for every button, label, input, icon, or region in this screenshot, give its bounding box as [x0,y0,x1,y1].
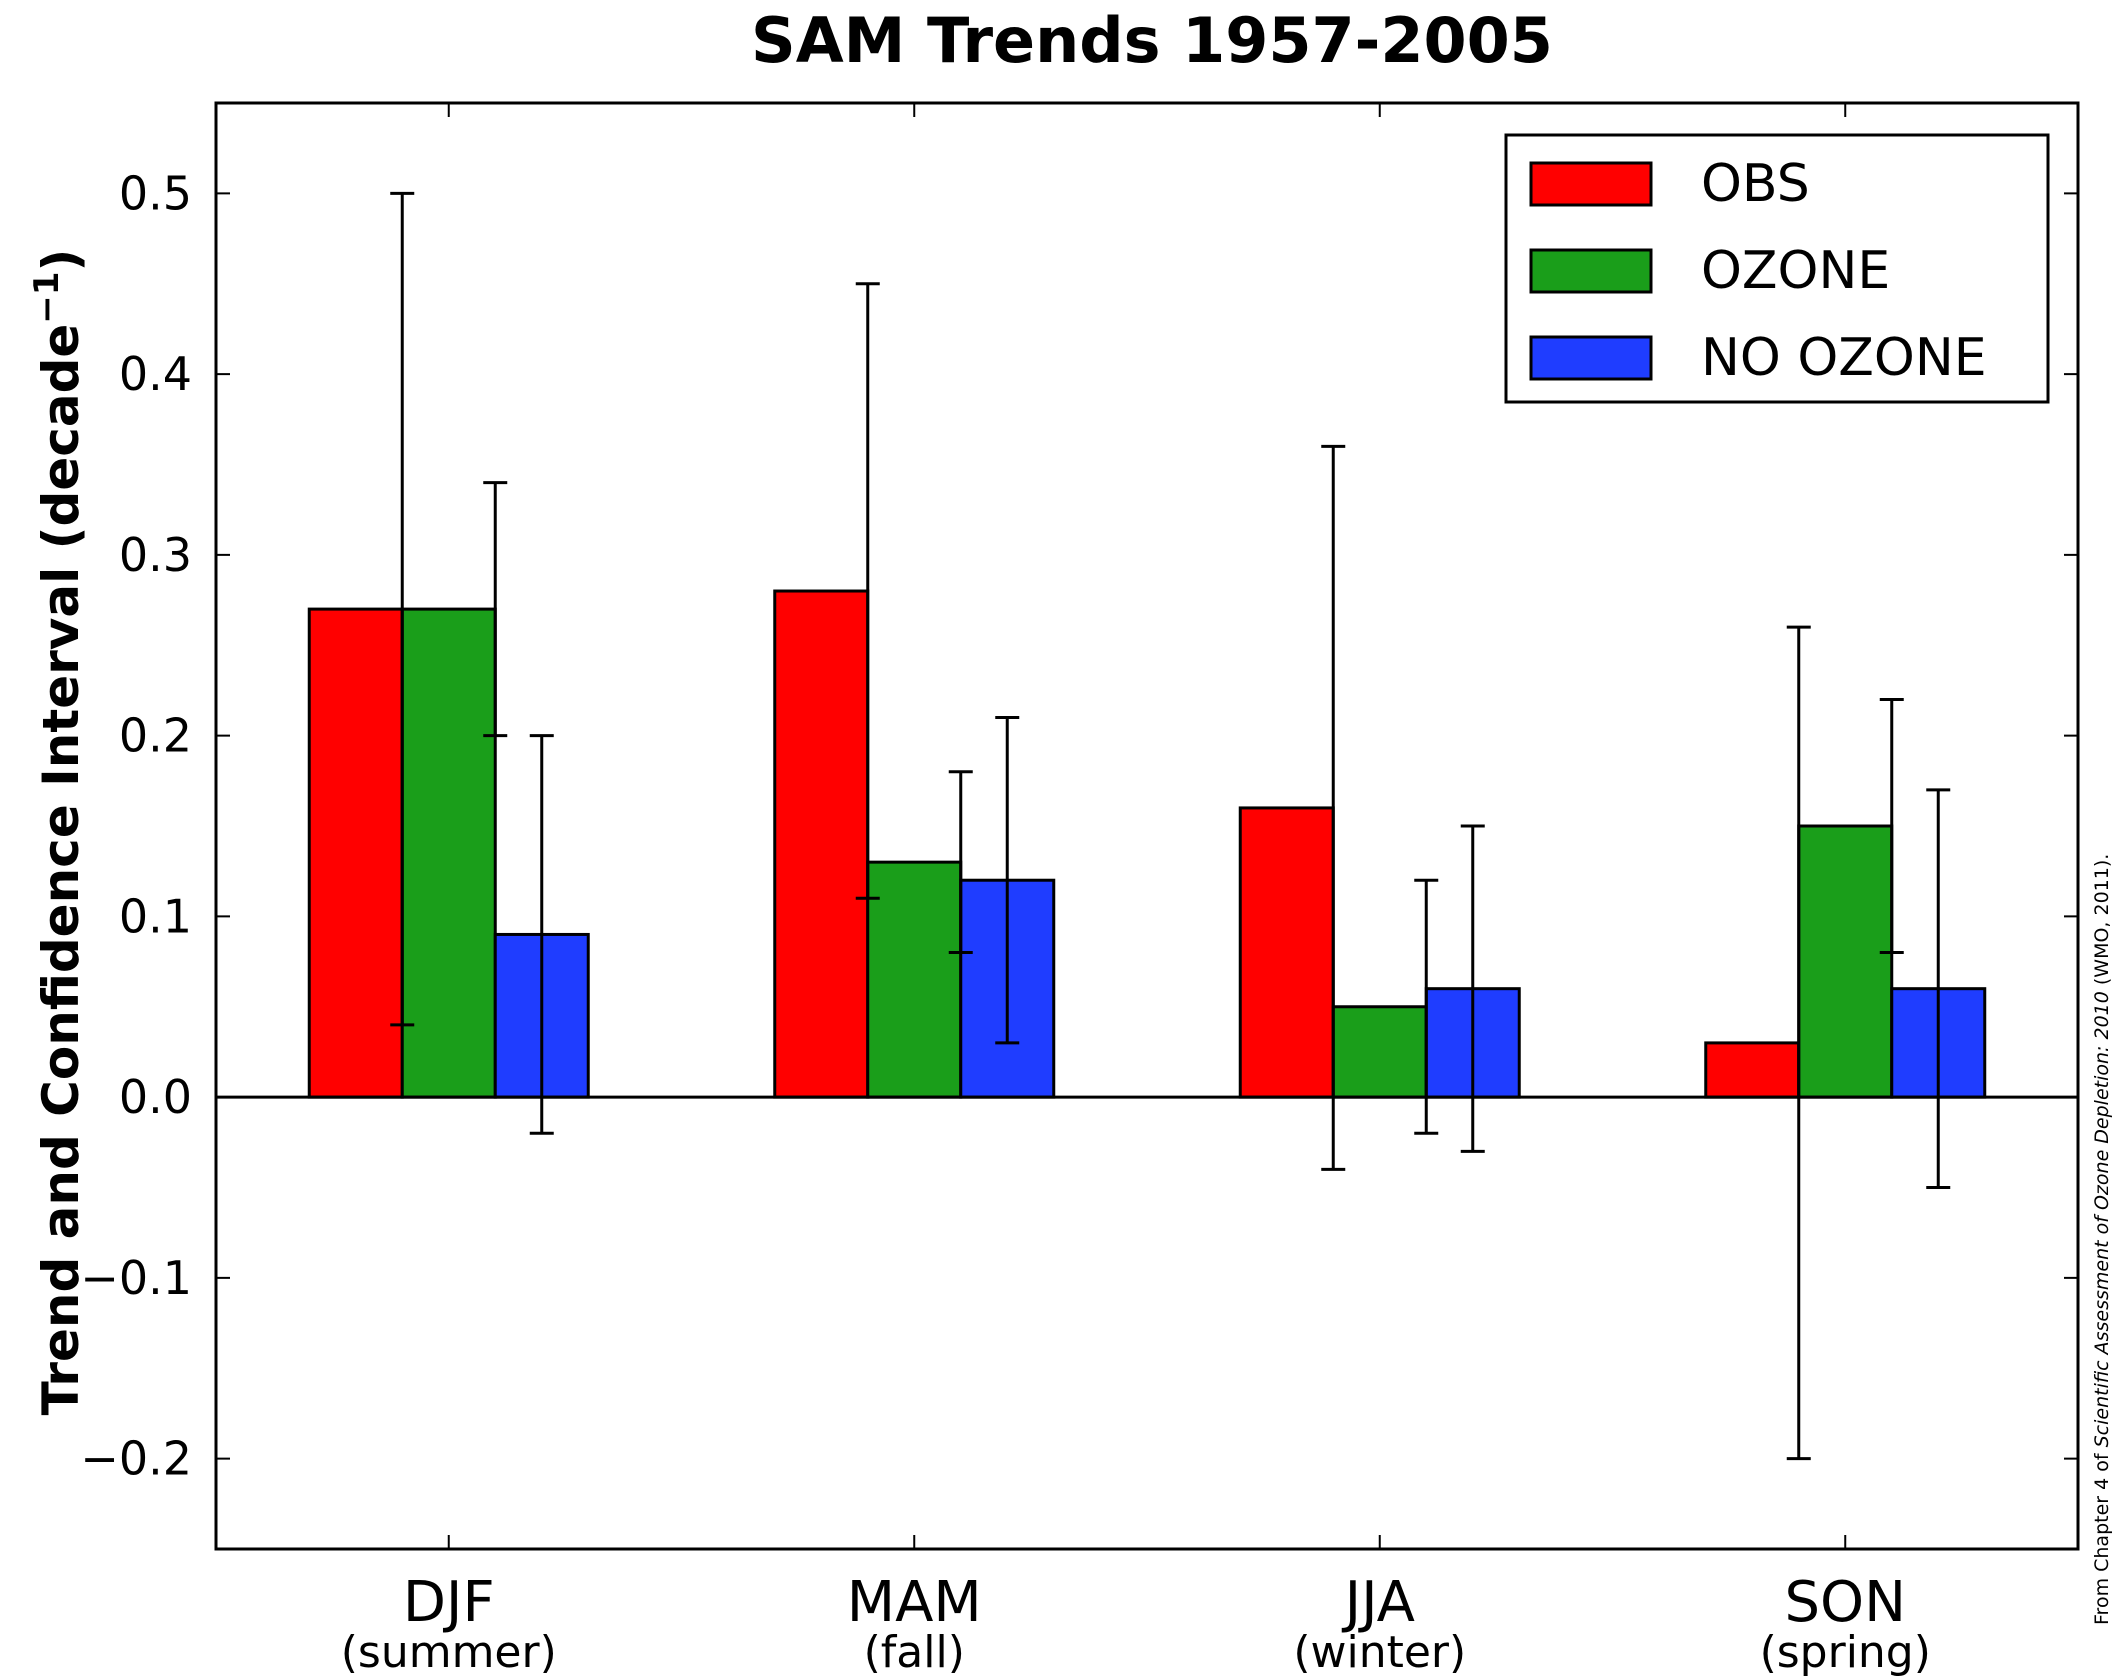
svg-text:Trend and Confidence Interval: Trend and Confidence Interval (decade−1) [27,249,90,1416]
plot-frame [214,101,2080,1551]
plot-area [216,191,2078,1461]
bar-ozone-djf [400,607,497,1099]
legend-label-ozone: OZONE [1701,241,1890,301]
credit-suffix: (WMO, 2011). [2091,854,2113,991]
x-category-label: MAM [847,1570,982,1635]
y-tick-label: 0.1 [119,889,192,943]
y-axis-label: Trend and Confidence Interval (decade−1) [27,249,90,1416]
bar-obs-mam [773,589,870,1099]
bar-obs-son [1704,1041,1801,1099]
y-tick-label: 0.3 [119,528,192,582]
y-tick-label: 0.4 [119,347,192,401]
svg-text:From Chapter 4 of Scientific A: From Chapter 4 of Scientific Assessment … [2091,854,2113,1625]
chart-title: SAM Trends 1957-2005 [751,4,1553,77]
x-category-sublabel: (fall) [864,1627,965,1677]
y-tick-label: 0.0 [119,1070,192,1124]
y-tick-label: 0.2 [119,709,192,763]
legend-label-obs: OBS [1701,154,1810,214]
legend-swatch-obs [1529,161,1653,207]
y-tick-label: −0.2 [80,1432,192,1486]
bar-ozone-son [1797,824,1894,1099]
x-category-label: SON [1784,1570,1906,1635]
legend-label-no-ozone: NO OZONE [1701,328,1987,388]
bar-ozone-jja [1331,1005,1428,1099]
credit-note: From Chapter 4 of Scientific Assessment … [2091,854,2113,1625]
bar-ozone-mam [866,860,963,1099]
x-category-sublabel: (spring) [1760,1627,1931,1677]
legend-swatch-ozone [1529,248,1653,294]
bar-obs-djf [307,607,404,1099]
bar-obs-jja [1238,806,1335,1099]
y-axis-label-close: ) [32,249,90,272]
legend-swatch-no-ozone [1529,335,1653,381]
y-tick-label: 0.5 [119,166,192,220]
x-category-sublabel: (summer) [341,1627,557,1677]
y-axis-label-text: Trend and Confidence Interval (decade [32,324,90,1416]
x-category-sublabel: (winter) [1293,1627,1466,1677]
credit-prefix: From Chapter 4 of [2091,1447,2113,1625]
y-tick-label: −0.1 [80,1251,192,1305]
axes: −0.2 −0.1 0.0 0.1 0.2 0.3 0.4 0.5 DJF(summer) MAM… [80,101,2080,1677]
x-category-label: DJF [403,1570,495,1635]
legend: OBS OZONE NO OZONE [1504,133,2050,404]
y-axis-label-superscript: −1 [27,272,67,324]
credit-italic: Scientific Assessment of Ozone Depletion… [2091,991,2113,1447]
x-category-label: JJA [1342,1570,1415,1635]
